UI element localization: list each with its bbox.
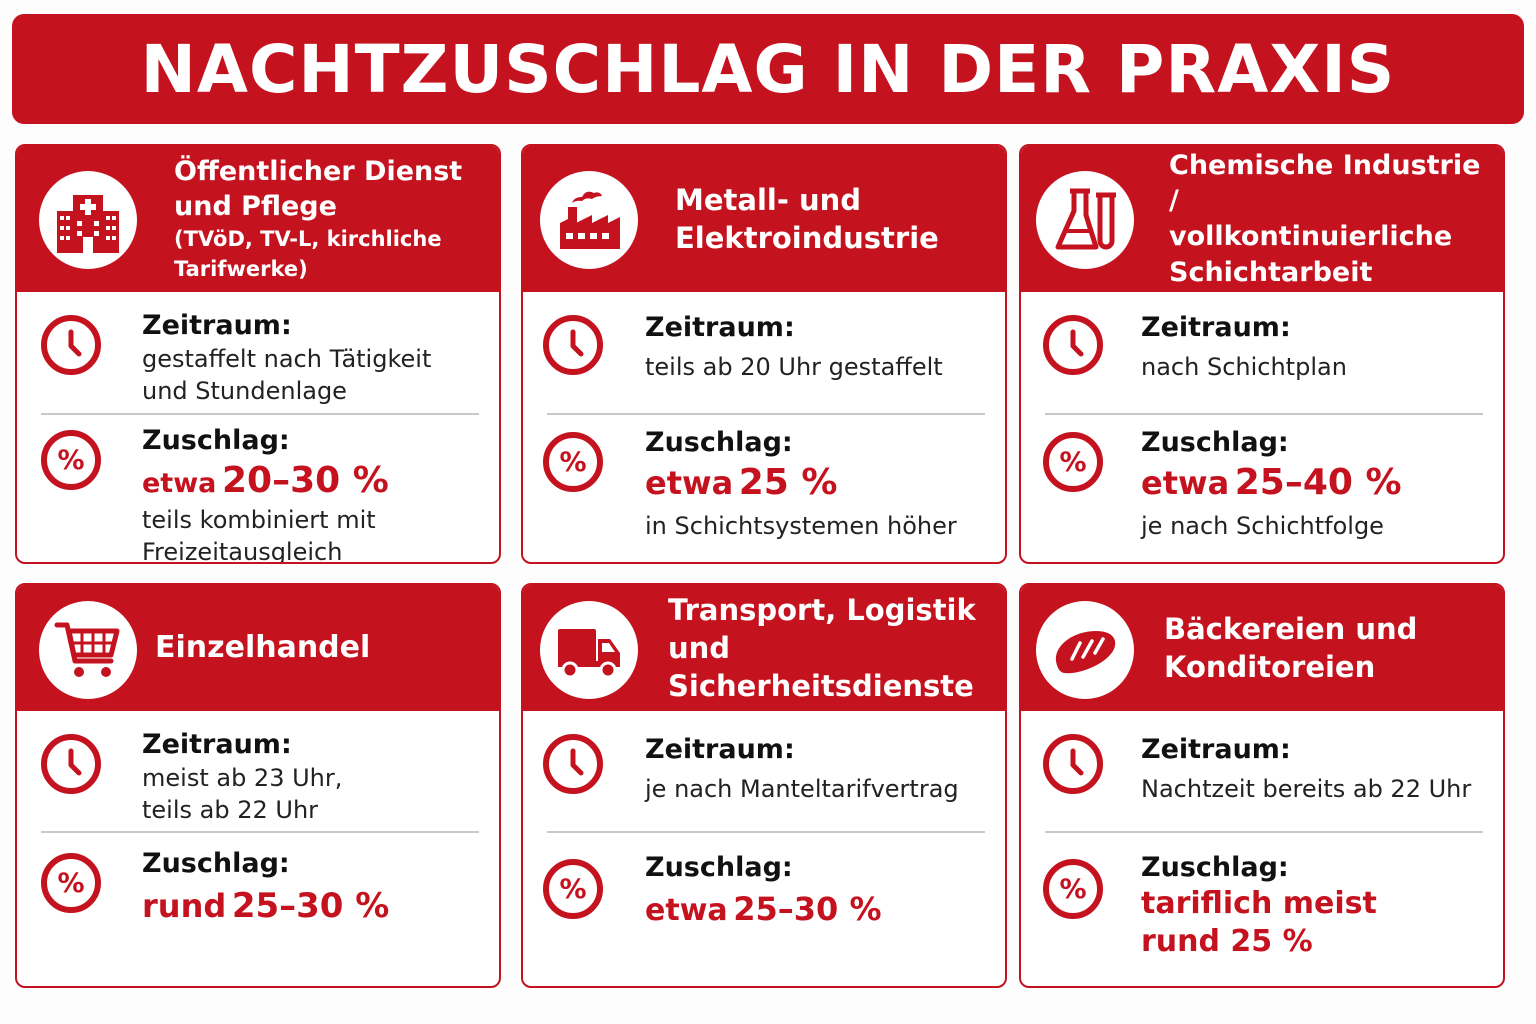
percent-icon: %: [1043, 432, 1103, 492]
divider: [547, 831, 985, 833]
hospital-icon: [39, 171, 137, 269]
clock-icon: [543, 734, 603, 794]
card-transport-logistik: Transport, Logistik und Sicherheitsdiens…: [521, 583, 1007, 988]
zuschlag-label: Zuschlag:: [1141, 852, 1289, 883]
percent-icon: %: [1043, 859, 1103, 919]
zuschlag-label: Zuschlag:: [1141, 427, 1289, 458]
zeitraum-value: meist ab 23 Uhr,: [142, 763, 343, 792]
card-header: Metall- und Elektroindustrie: [523, 146, 1005, 292]
percent-icon: %: [41, 430, 101, 490]
card-title: Metall- und Elektroindustrie: [675, 182, 939, 255]
zuschlag-value: rund 25 %: [1141, 924, 1313, 960]
zuschlag-note: Freizeitausgleich: [142, 537, 343, 564]
zuschlag-note: je nach Schichtfolge: [1141, 511, 1384, 540]
zeitraum-label: Zeitraum:: [142, 310, 292, 341]
card-title: Bäckereien und Konditoreien: [1164, 611, 1418, 684]
zeitraum-value: teils ab 20 Uhr gestaffelt: [645, 352, 943, 381]
zeitraum-value: nach Schichtplan: [1141, 352, 1347, 381]
percent-icon: %: [543, 859, 603, 919]
page-title: NACHTZUSCHLAG IN DER PRAXIS: [140, 30, 1396, 108]
card-header: Bäckereien und Konditoreien: [1021, 585, 1503, 711]
zuschlag-value: etwa 25–40 %: [1141, 461, 1402, 503]
zuschlag-value: etwa 20–30 %: [142, 459, 389, 501]
zeitraum-label: Zeitraum:: [1141, 312, 1291, 343]
zuschlag-note: teils kombiniert mit: [142, 505, 376, 534]
clock-icon: [41, 734, 101, 794]
card-oeffentlicher-dienst: Öffentlicher Dienst und Pflege (TVöD, TV…: [15, 144, 501, 564]
zuschlag-value: etwa 25–30 %: [645, 889, 882, 928]
divider: [1045, 831, 1483, 833]
zuschlag-label: Zuschlag:: [645, 427, 793, 458]
divider: [547, 413, 985, 415]
zuschlag-note: in Schichtsystemen höher: [645, 511, 957, 540]
zeitraum-label: Zeitraum:: [142, 729, 292, 760]
zuschlag-value: rund 25–30 %: [142, 885, 390, 926]
zeitraum-value: je nach Manteltarifvertrag: [645, 774, 959, 803]
card-metall-elektro: Metall- und Elektroindustrie Zeitraum: t…: [521, 144, 1007, 564]
cart-icon: [39, 601, 137, 699]
card-header: Einzelhandel: [17, 585, 499, 711]
zuschlag-label: Zuschlag:: [645, 852, 793, 883]
zeitraum-label: Zeitraum:: [645, 734, 795, 765]
card-einzelhandel: Einzelhandel Zeitraum: meist ab 23 Uhr, …: [15, 583, 501, 988]
zuschlag-value: tariflich meist: [1141, 885, 1377, 921]
card-header: Transport, Logistik und Sicherheitsdiens…: [523, 585, 1005, 711]
clock-icon: [543, 315, 603, 375]
clock-icon: [1043, 315, 1103, 375]
card-title: Transport, Logistik und Sicherheitsdiens…: [668, 592, 976, 704]
truck-icon: [540, 601, 638, 699]
bread-icon: [1036, 601, 1134, 699]
card-baeckereien: Bäckereien und Konditoreien Zeitraum: Na…: [1019, 583, 1505, 988]
card-title: Chemische Industrie / vollkontinuierlich…: [1169, 149, 1481, 288]
card-header: Öffentlicher Dienst und Pflege (TVöD, TV…: [17, 146, 499, 292]
zuschlag-label: Zuschlag:: [142, 848, 290, 879]
card-title: Öffentlicher Dienst und Pflege (TVöD, TV…: [174, 155, 463, 281]
title-banner: NACHTZUSCHLAG IN DER PRAXIS: [12, 14, 1524, 124]
card-header: Chemische Industrie / vollkontinuierlich…: [1021, 146, 1503, 292]
zeitraum-label: Zeitraum:: [1141, 734, 1291, 765]
factory-icon: [540, 171, 638, 269]
zeitraum-value: und Stundenlage: [142, 376, 347, 405]
divider: [1045, 413, 1483, 415]
divider: [41, 413, 479, 415]
flask-icon: [1036, 171, 1134, 269]
zeitraum-value: teils ab 22 Uhr: [142, 795, 319, 824]
percent-icon: %: [41, 853, 101, 913]
zuschlag-label: Zuschlag:: [142, 425, 290, 456]
clock-icon: [41, 315, 101, 375]
zeitraum-value: gestaffelt nach Tätigkeit: [142, 344, 432, 373]
card-chemische-industrie: Chemische Industrie / vollkontinuierlich…: [1019, 144, 1505, 564]
zuschlag-value: etwa 25 %: [645, 461, 838, 503]
percent-icon: %: [543, 432, 603, 492]
zeitraum-label: Zeitraum:: [645, 312, 795, 343]
clock-icon: [1043, 734, 1103, 794]
zeitraum-value: Nachtzeit bereits ab 22 Uhr: [1141, 774, 1472, 803]
card-title: Einzelhandel: [155, 630, 371, 666]
divider: [41, 831, 479, 833]
